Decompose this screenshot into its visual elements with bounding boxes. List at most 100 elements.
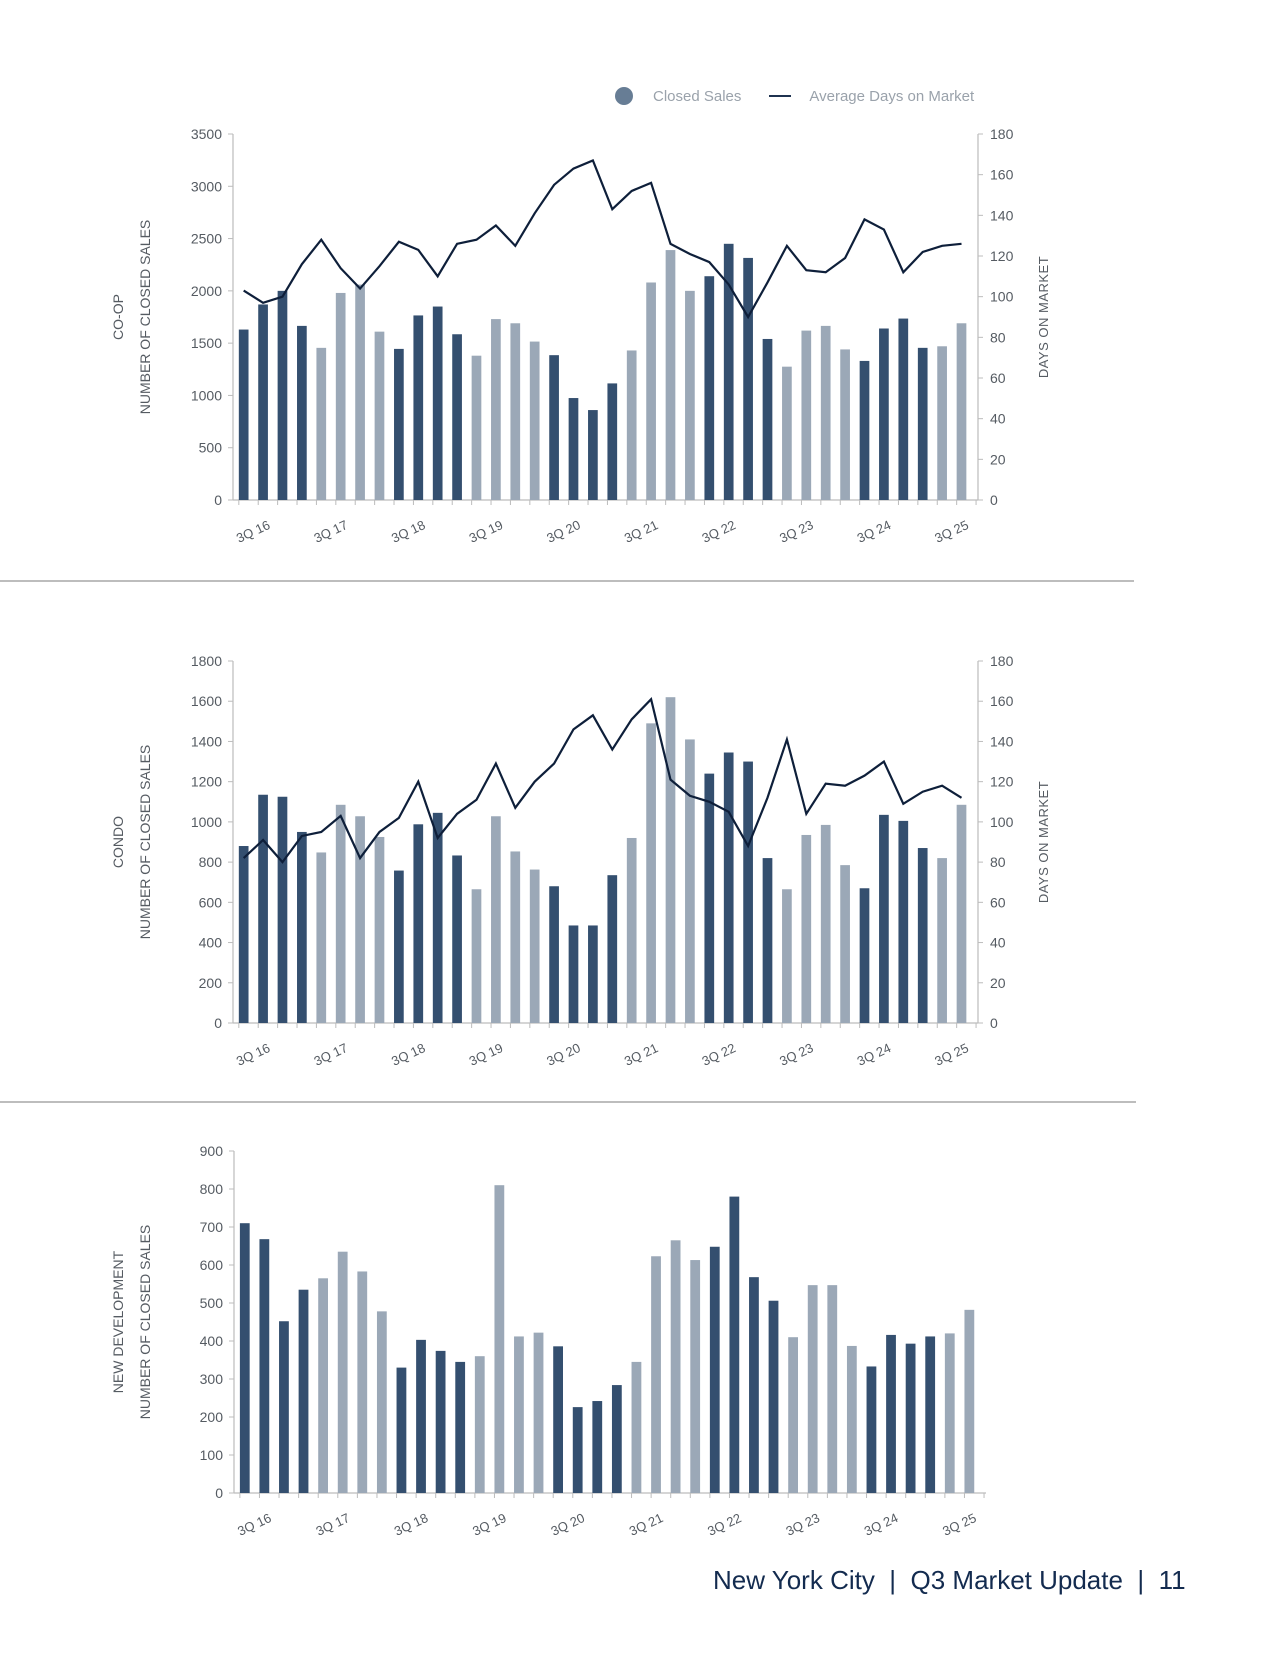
newdev-chart: 0 100 200 300 400 500 600 700 800 900 3Q 16 3Q 17 3Q… [110, 1143, 986, 1539]
bar-1Q22 [685, 290, 695, 500]
bar-3Q25 [956, 323, 967, 500]
svg-text:3Q 16: 3Q 16 [234, 517, 272, 546]
bar-4Q19 [514, 1336, 524, 1493]
svg-text:100: 100 [200, 1447, 224, 1463]
svg-text:3Q 17: 3Q 17 [312, 1040, 350, 1069]
bar-1Q19 [452, 334, 462, 500]
bar-2Q16 [239, 1223, 250, 1493]
bar-1Q17 [298, 1289, 309, 1493]
svg-text:3Q 19: 3Q 19 [470, 1510, 508, 1539]
svg-text:300: 300 [200, 1371, 224, 1387]
bar-4Q19 [510, 851, 521, 1023]
bar-2Q22 [704, 276, 715, 500]
bar-1Q24 [840, 349, 850, 500]
bar-3Q21 [651, 1256, 661, 1493]
svg-text:1600: 1600 [191, 693, 222, 709]
bar-3Q21 [646, 282, 656, 500]
svg-text:3Q 20: 3Q 20 [544, 517, 582, 546]
bar-4Q21 [665, 250, 676, 500]
svg-text:120: 120 [990, 248, 1014, 264]
svg-text:3Q 24: 3Q 24 [855, 1040, 893, 1069]
svg-text:3Q 23: 3Q 23 [784, 1510, 822, 1539]
bar-1Q18 [374, 836, 385, 1023]
svg-text:0: 0 [990, 1015, 998, 1031]
bar-1Q25 [917, 347, 928, 500]
bar-2Q18 [396, 1367, 407, 1493]
svg-text:140: 140 [990, 207, 1014, 223]
bar-4Q17 [355, 284, 365, 500]
footer-report-title: Q3 Market Update [910, 1565, 1123, 1595]
svg-text:800: 800 [199, 854, 223, 870]
bar-2Q16 [238, 846, 249, 1023]
bar-3Q20 [568, 925, 579, 1023]
svg-text:3Q 19: 3Q 19 [467, 517, 505, 546]
svg-text:600: 600 [199, 894, 223, 910]
bar-1Q21 [607, 875, 618, 1023]
bar-4Q17 [355, 816, 365, 1023]
svg-text:3Q 17: 3Q 17 [314, 1510, 352, 1539]
bar-3Q23 [801, 330, 812, 500]
page-footer: New York City | Q3 Market Update | 11 [713, 1565, 1186, 1595]
bar-4Q22 [743, 257, 753, 500]
bar-3Q21 [646, 723, 656, 1023]
bar-4Q21 [670, 1240, 681, 1493]
bar-4Q16 [279, 1321, 289, 1493]
svg-text:3Q 25: 3Q 25 [940, 1510, 978, 1539]
bar-1Q23 [768, 1300, 779, 1493]
svg-text:1200: 1200 [191, 774, 222, 790]
svg-text:3Q 25: 3Q 25 [932, 517, 970, 546]
bar-1Q25 [925, 1336, 936, 1493]
closed-sales-legend-dot-icon [615, 87, 633, 105]
footer-page-number: 11 [1158, 1565, 1186, 1595]
bar-4Q20 [588, 925, 598, 1023]
bar-2Q18 [394, 870, 404, 1023]
svg-text:80: 80 [990, 854, 1006, 870]
bar-2Q21 [626, 350, 637, 500]
svg-text:120: 120 [990, 774, 1014, 790]
bar-1Q24 [840, 865, 850, 1023]
bar-2Q23 [788, 1337, 798, 1493]
bar-4Q17 [357, 1271, 368, 1493]
avg-days-on-market-line [243, 158, 962, 320]
bar-1Q22 [685, 739, 695, 1023]
bar-3Q19 [491, 816, 501, 1023]
bar-4Q18 [432, 812, 443, 1023]
svg-text:40: 40 [990, 411, 1006, 427]
svg-text:400: 400 [199, 935, 223, 951]
svg-text:600: 600 [200, 1257, 224, 1273]
svg-text:3500: 3500 [191, 126, 222, 142]
bar-1Q19 [455, 1361, 466, 1493]
bar-3Q22 [723, 243, 734, 501]
svg-text:2500: 2500 [191, 231, 222, 247]
bar-1Q20 [529, 341, 540, 500]
svg-text:1400: 1400 [191, 733, 222, 749]
svg-text:160: 160 [990, 167, 1014, 183]
bar-4Q23 [827, 1285, 838, 1493]
svg-text:3Q 17: 3Q 17 [312, 517, 350, 546]
bar-3Q23 [801, 834, 812, 1023]
bar-1Q25 [917, 848, 928, 1023]
bar-2Q19 [471, 355, 482, 500]
bar-2Q19 [474, 1356, 485, 1493]
svg-text:0: 0 [990, 492, 998, 508]
bar-3Q18 [416, 1339, 426, 1493]
svg-text:3Q 25: 3Q 25 [932, 1040, 970, 1069]
bar-4Q24 [905, 1343, 916, 1493]
bar-1Q20 [533, 1332, 544, 1493]
bar-4Q22 [749, 1277, 759, 1493]
bar-3Q19 [494, 1185, 505, 1493]
bar-2Q20 [549, 886, 559, 1023]
bar-2Q24 [859, 888, 870, 1023]
svg-text:3Q 20: 3Q 20 [544, 1040, 582, 1069]
bar-3Q16 [258, 304, 268, 500]
bar-2Q21 [626, 837, 637, 1023]
svg-text:0: 0 [215, 1485, 223, 1501]
svg-text:3Q 18: 3Q 18 [392, 1510, 430, 1539]
svg-text:3Q 21: 3Q 21 [622, 517, 660, 546]
svg-text:3Q 16: 3Q 16 [235, 1510, 273, 1539]
svg-text:500: 500 [199, 440, 223, 456]
svg-text:800: 800 [200, 1181, 224, 1197]
bar-2Q19 [471, 889, 482, 1023]
bar-2Q17 [316, 347, 327, 500]
